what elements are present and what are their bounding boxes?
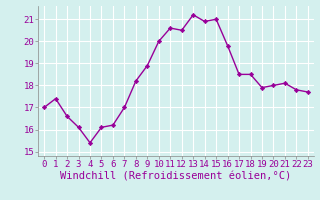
- X-axis label: Windchill (Refroidissement éolien,°C): Windchill (Refroidissement éolien,°C): [60, 172, 292, 182]
